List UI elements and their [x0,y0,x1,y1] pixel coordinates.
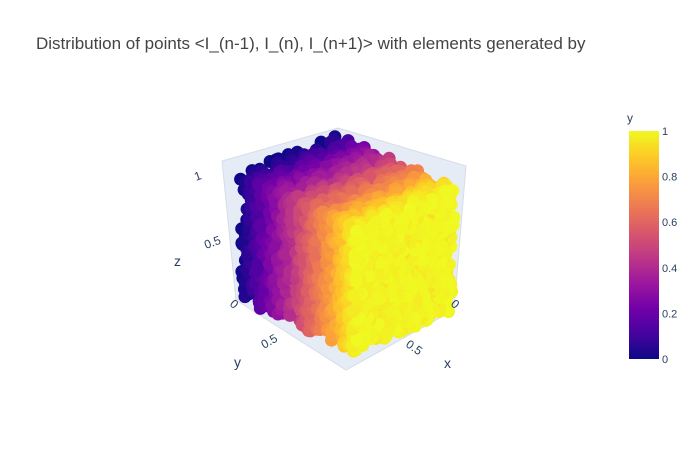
x-tick-1: 0.5 [403,337,425,358]
data-point [348,248,362,262]
colorbar-gradient [629,131,659,359]
data-point [349,272,363,286]
colorbar-ticks: 0 0.2 0.4 0.6 0.8 1 [662,126,677,366]
data-point [268,240,282,254]
z-axis-title: z [174,253,181,269]
colorbar-tick-0: 0 [662,354,668,366]
points-layer [234,130,461,358]
colorbar-tick-1: 0.2 [662,308,677,320]
data-point [347,289,361,303]
data-point [254,220,268,233]
data-point [346,304,360,318]
data-point [250,263,263,277]
colorbar-tick-3: 0.6 [662,217,677,229]
colorbar-tick-5: 1 [662,126,668,138]
data-point [279,247,293,261]
y-tick-1: 0.5 [259,331,281,352]
data-point [349,224,363,238]
z-tick-1: 1 [192,168,203,184]
colorbar-title: y [627,111,633,125]
x-axis-title: x [444,355,451,371]
data-point [350,333,364,347]
axis-titles: z y x [174,253,451,371]
chart-title: Distribution of points <I_(n-1), I_(n), … [36,34,586,53]
data-point [379,330,393,344]
y-axis-title: y [234,354,241,370]
z-tick-0: 0.5 [202,233,223,252]
y-tick-0: 0 [227,297,241,312]
colorbar-tick-2: 0.4 [662,263,677,275]
colorbar: y 0 0.2 0.4 0.6 0.8 1 [627,111,677,366]
colorbar-tick-4: 0.8 [662,172,677,184]
